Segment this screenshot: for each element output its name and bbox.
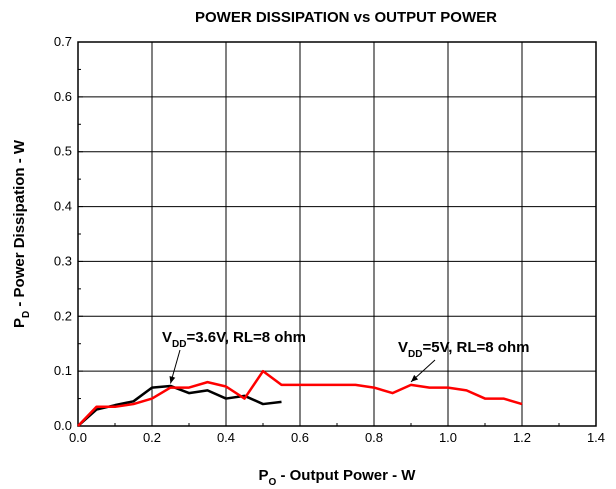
series-line-1	[77, 369, 523, 427]
y-tick-label: 0.4	[54, 199, 72, 214]
y-tick-label: 0.7	[54, 34, 72, 49]
y-axis-label: PD - Power Dissipation - W	[11, 139, 32, 328]
x-tick-label: 1.4	[587, 430, 605, 445]
x-tick-label: 1.2	[513, 430, 531, 445]
axis-ticks: 0.0 0.2 0.4 0.6 0.8 1.0 1.2 1.4 0.0 0.1 0.2 0.3 0.4 0…	[54, 34, 605, 445]
chart-title: POWER DISSIPATION vs OUTPUT POWER	[195, 9, 497, 26]
series-lines	[77, 369, 523, 427]
annotation-arrow	[410, 359, 436, 383]
annotation-arrows	[169, 349, 436, 384]
y-tick-label: 0.6	[54, 89, 72, 104]
x-tick-label: 0.2	[143, 430, 161, 445]
x-tick-label: 0.8	[365, 430, 383, 445]
y-tick-label: 0.2	[54, 308, 72, 323]
y-tick-label: 0.5	[54, 144, 72, 159]
y-tick-label: 0.3	[54, 253, 72, 268]
plot-frame	[77, 41, 597, 427]
annotation-5v: VDD=5V, RL=8 ohm	[398, 339, 529, 360]
x-tick-label: 1.0	[439, 430, 457, 445]
annotation-3v6: VDD=3.6V, RL=8 ohm	[162, 329, 306, 350]
y-tick-label: 0.0	[54, 418, 72, 433]
annotation-arrow	[169, 349, 181, 384]
x-tick-label: 0.6	[291, 430, 309, 445]
x-tick-label: 0.4	[217, 430, 235, 445]
x-tick-label: 0.0	[69, 430, 87, 445]
y-tick-label: 0.1	[54, 363, 72, 378]
x-axis-label: PO - Output Power - W	[259, 467, 417, 488]
gridlines	[78, 42, 596, 426]
